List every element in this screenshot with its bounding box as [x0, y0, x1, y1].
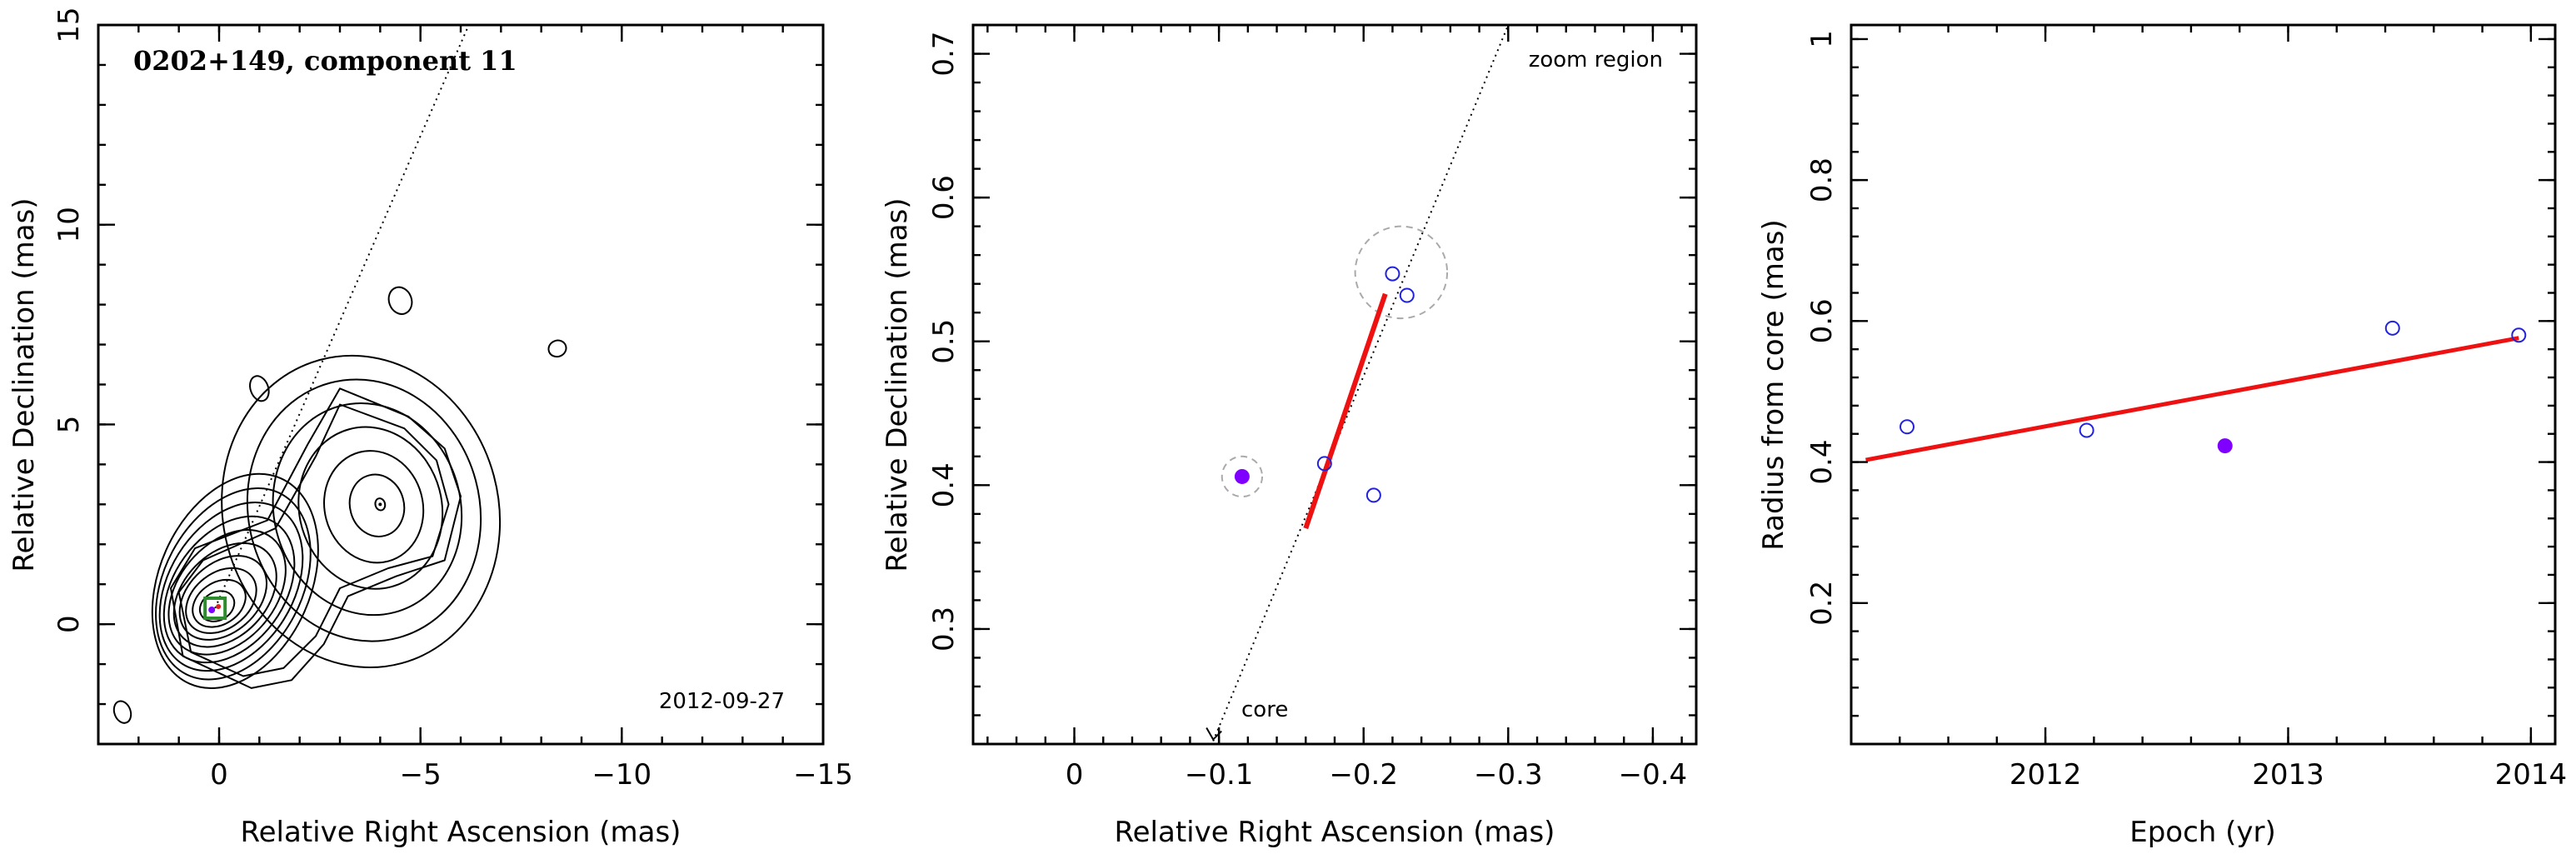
- contour-envelope: [170, 387, 462, 689]
- map-title: 0202+149, component 11: [133, 45, 517, 77]
- y-tick-label: 0: [52, 615, 86, 633]
- component-box: [203, 596, 227, 620]
- fit-line: [1865, 336, 2519, 462]
- contour-island: [547, 339, 567, 358]
- y-tick-label: 0.3: [927, 607, 961, 652]
- plot-frame: [97, 23, 825, 746]
- panel-radius-vs-epoch: 2012 2013 2014 0.2 0.4 0.6 0.8 1 Epoch (yr) Rad…: [1757, 23, 2568, 849]
- x-tick-label: 2014: [2495, 758, 2568, 792]
- contour-core: [185, 567, 257, 634]
- y-tick-label: 1: [1805, 30, 1839, 48]
- contour-map: [112, 286, 567, 724]
- core-label: core: [1241, 697, 1288, 722]
- x-tick-label: −0.4: [1619, 758, 1688, 792]
- direction-line: [1212, 25, 1510, 742]
- y-tick-label: 0.5: [927, 319, 961, 364]
- x-tick-label: −10: [592, 758, 651, 792]
- contour-core: [192, 578, 247, 628]
- contour-core: [158, 502, 304, 672]
- contour-jet: [246, 378, 482, 642]
- contour-core: [162, 515, 296, 664]
- zoom-region-label: zoom region: [1529, 47, 1663, 72]
- x-tick-label: 2013: [2252, 758, 2324, 792]
- x-axis-label: Relative Right Ascension (mas): [241, 816, 681, 849]
- data-point-filled: [1234, 468, 1250, 484]
- y-tick-label: 0.4: [1805, 440, 1839, 485]
- y-tick-label: 0.4: [927, 462, 961, 507]
- x-axis-label: Relative Right Ascension (mas): [1115, 816, 1555, 849]
- y-tick-label: 15: [52, 7, 86, 42]
- contour-core: [172, 542, 277, 648]
- y-tick-label: 0.6: [1805, 298, 1839, 343]
- epoch-label: 2012-09-27: [659, 689, 785, 714]
- data-point: [1399, 287, 1415, 303]
- data-point: [1900, 419, 1915, 435]
- contour-jet: [297, 426, 444, 590]
- plot-frame: [971, 23, 1698, 746]
- x-tick-label: −0.2: [1329, 758, 1398, 792]
- y-axis-label: Relative Declination (mas): [7, 197, 41, 572]
- error-circle: [1354, 225, 1449, 320]
- component-marker: [216, 603, 222, 609]
- x-tick-label: −0.3: [1474, 758, 1543, 792]
- y-tick-label: 0.6: [927, 175, 961, 220]
- contour-jet: [374, 497, 387, 512]
- contour-jet: [323, 450, 425, 564]
- y-tick-label: 0.8: [1805, 157, 1839, 202]
- data-point: [1385, 266, 1400, 282]
- peak-dot: [378, 502, 382, 507]
- data-point: [2079, 422, 2094, 438]
- x-tick-label: −15: [793, 758, 853, 792]
- y-tick-label: 0.2: [1805, 581, 1839, 626]
- contour-envelope: [177, 403, 450, 677]
- x-tick-label: −5: [400, 758, 442, 792]
- contour-core: [155, 487, 312, 681]
- data-point: [1365, 487, 1381, 503]
- data-point: [1316, 456, 1332, 472]
- error-circle: [1221, 455, 1264, 498]
- x-tick-label: 0: [210, 758, 228, 792]
- panel-zoom: 0 −0.1 −0.2 −0.3 −0.4 0.3 0.4 0.5 0.6 0.7 zoom re…: [881, 23, 1698, 849]
- data-point-filled: [2217, 438, 2233, 454]
- contour-jet: [348, 473, 406, 537]
- panel-contour-map: 0 −5 −10 −15 0 5 10 15 0202+149, component 11 2…: [7, 7, 853, 849]
- x-axis-label: Epoch (yr): [2129, 816, 2276, 849]
- contour-island: [387, 286, 413, 315]
- contour-core: [151, 472, 319, 690]
- x-tick-label: −0.1: [1185, 758, 1254, 792]
- contour-jet: [272, 402, 463, 617]
- fit-line: [1303, 292, 1388, 530]
- plot-frame: [1850, 23, 2557, 746]
- y-axis-label: Relative Declination (mas): [881, 197, 914, 572]
- x-tick-label: 2012: [2009, 758, 2082, 792]
- contour-jet: [221, 354, 502, 668]
- x-tick-label: 0: [1066, 758, 1084, 792]
- y-tick-label: 0.7: [927, 31, 961, 76]
- y-tick-label: 5: [52, 416, 86, 434]
- y-axis-label: Radius from core (mas): [1757, 219, 1790, 550]
- component-marker: [208, 606, 216, 613]
- direction-line: [214, 25, 470, 609]
- data-point: [2384, 320, 2400, 336]
- y-tick-label: 10: [52, 207, 86, 242]
- contour-island: [112, 700, 132, 724]
- data-point: [2511, 327, 2527, 343]
- contour-island: [249, 375, 270, 402]
